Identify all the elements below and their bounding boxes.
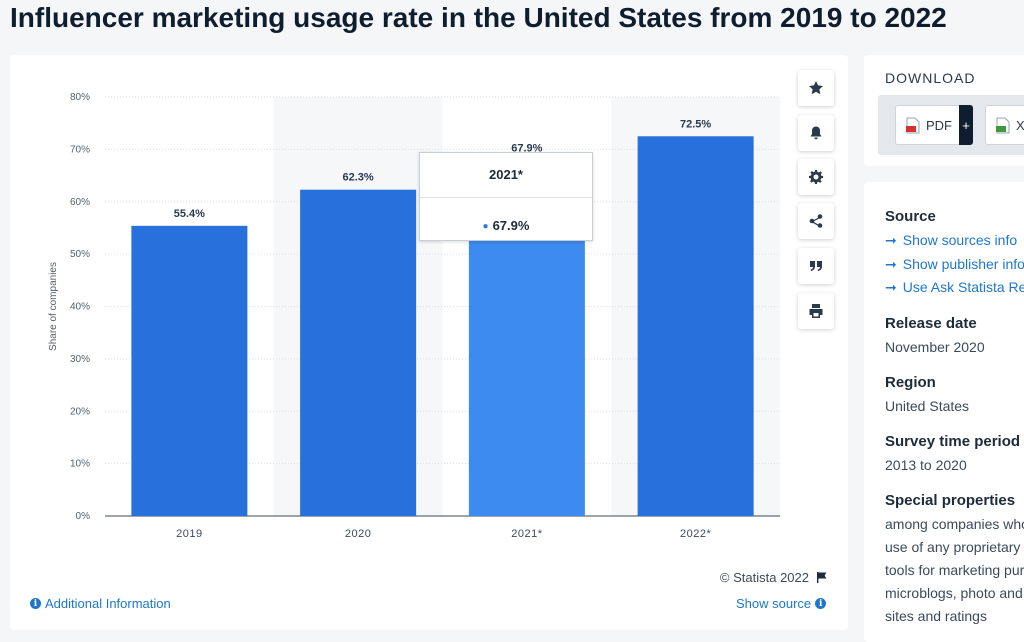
bell-icon — [810, 126, 822, 140]
flag-icon[interactable] — [815, 571, 828, 584]
settings-button[interactable] — [798, 159, 834, 195]
download-title: DOWNLOAD — [885, 70, 976, 86]
tooltip-divider — [420, 197, 592, 198]
xls-file-icon — [996, 117, 1010, 133]
tooltip-title: 2021* — [489, 167, 523, 182]
data-label: 55.4% — [174, 208, 205, 220]
pdf-file-icon — [906, 117, 920, 133]
favorite-button[interactable] — [798, 70, 834, 106]
region-heading: Region — [885, 374, 936, 391]
special-properties-line: tools for marketing purposes, — [885, 562, 1024, 578]
show-source-link[interactable]: Show source i — [736, 596, 827, 611]
chart-card: 0% 10% 20% 30% 40% 50% 60% 70% 80% Share of compa… — [10, 55, 848, 630]
cite-button[interactable] — [798, 248, 834, 284]
copyright-text: © Statista 2022 — [719, 570, 809, 585]
survey-period-value: 2013 to 2020 — [885, 457, 967, 473]
notification-button[interactable] — [798, 115, 834, 151]
pdf-plus-icon[interactable]: + — [959, 105, 973, 145]
release-date-heading: Release date — [885, 315, 977, 332]
y-tick-label: 50% — [70, 249, 90, 260]
arrow-right-icon: ➞ — [885, 256, 897, 272]
y-axis-label: Share of companies — [48, 262, 59, 351]
additional-information-link[interactable]: i Additional Information — [30, 596, 171, 611]
tooltip-value-text: 67.9% — [492, 218, 530, 233]
bar-chart: 0% 10% 20% 30% 40% 50% 60% 70% 80% Share of compa… — [48, 92, 780, 540]
link-label: Show publisher info — [902, 256, 1024, 272]
y-tick-label: 20% — [70, 406, 90, 417]
y-tick-label: 80% — [70, 92, 90, 103]
additional-information-label: Additional Information — [45, 596, 171, 611]
statistic-details-panel: Source ➞ Show sources info ➞ Show publishe… — [864, 182, 1024, 642]
xls-label: X — [1016, 117, 1024, 133]
arrow-right-icon: ➞ — [885, 279, 897, 295]
y-tick-label: 10% — [70, 459, 90, 470]
release-date-value: November 2020 — [885, 339, 985, 355]
y-tick-label: 60% — [70, 197, 90, 208]
print-icon — [809, 304, 823, 318]
link-label: Use Ask Statista Research Service — [902, 279, 1024, 295]
info-icon: i — [815, 598, 827, 609]
y-tick-label: 40% — [70, 302, 90, 313]
share-button[interactable] — [798, 203, 834, 239]
star-icon — [809, 81, 823, 95]
x-tick-label: 2022* — [680, 528, 711, 540]
special-properties-line: among companies who make — [885, 516, 1024, 532]
download-panel: DOWNLOAD PDF + X — [864, 55, 1024, 166]
data-label: 62.3% — [343, 172, 374, 184]
region-value: United States — [885, 398, 970, 414]
quote-icon — [810, 261, 822, 271]
copyright-note: © Statista 2022 — [720, 570, 828, 585]
tooltip-value: ● 67.9% — [420, 218, 592, 233]
y-tick-label: 0% — [76, 511, 91, 522]
bar-2022 — [637, 136, 754, 516]
survey-period-heading: Survey time period — [885, 433, 1021, 450]
special-properties-line: microblogs, photo and video — [885, 585, 1024, 601]
share-icon — [809, 214, 823, 228]
download-options: PDF + X — [878, 95, 1024, 155]
gear-icon — [809, 170, 823, 184]
x-tick-label: 2021* — [511, 528, 542, 540]
source-heading: Source — [885, 208, 936, 225]
ask-statista-link[interactable]: ➞ Use Ask Statista Research Service — [885, 279, 1024, 296]
info-icon: i — [30, 598, 41, 609]
special-properties-line: use of any proprietary — [885, 539, 1021, 555]
data-label: 72.5% — [680, 118, 711, 130]
special-properties-line: sites and ratings — [885, 608, 987, 624]
special-properties-heading: Special properties — [885, 492, 1016, 509]
series-dot-icon: ● — [482, 221, 489, 232]
page-title: Influencer marketing usage rate in the U… — [10, 2, 947, 33]
chart-tooltip: 2021* ● 67.9% — [419, 152, 593, 241]
download-pdf-button[interactable]: PDF + — [895, 105, 973, 145]
show-source-label: Show source — [736, 596, 812, 611]
pdf-label: PDF — [926, 117, 952, 133]
y-tick-label: 70% — [70, 144, 90, 155]
x-tick-label: 2020 — [345, 528, 371, 540]
show-sources-info-link[interactable]: ➞ Show sources info — [885, 232, 1017, 249]
y-tick-label: 30% — [70, 354, 90, 365]
bar-2019 — [131, 225, 248, 516]
download-xls-button[interactable]: X — [985, 105, 1024, 145]
x-tick-label: 2019 — [176, 528, 202, 540]
link-label: Show sources info — [902, 232, 1018, 248]
show-publisher-info-link[interactable]: ➞ Show publisher info — [885, 256, 1024, 273]
bar-2020 — [300, 189, 417, 517]
arrow-right-icon: ➞ — [885, 232, 897, 248]
print-button[interactable] — [798, 293, 834, 329]
data-label: 67.9% — [511, 142, 542, 154]
